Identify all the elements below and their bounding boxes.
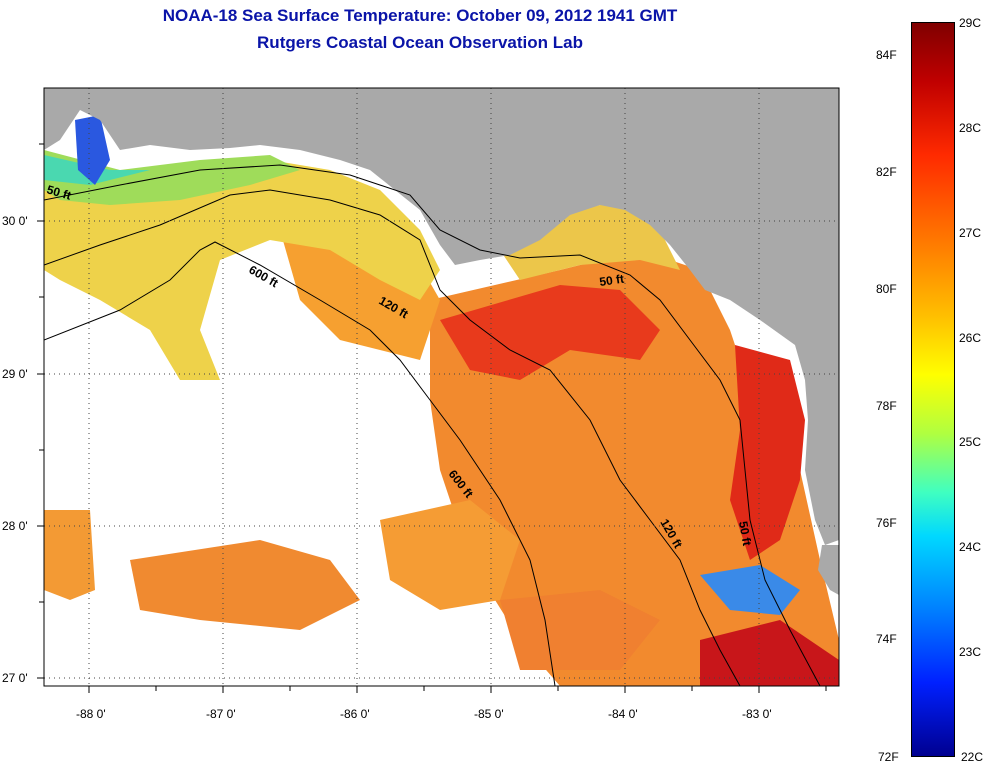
land-florida	[44, 88, 839, 545]
lat-label-30: 30 0'	[2, 214, 28, 228]
sst-map: 600 ft 600 ft 120 ft 120 ft 50 ft 50 ft …	[2, 87, 840, 721]
contour-label-50-b: 50 ft	[598, 272, 624, 289]
colorbar-c-24: 24C	[959, 540, 982, 554]
lat-label-27: 27 0'	[2, 671, 28, 685]
colorbar-f-82: 82F	[876, 165, 897, 179]
lon-label-83: -83 0'	[742, 707, 772, 721]
lon-label-84: -84 0'	[608, 707, 638, 721]
colorbar-c-26: 26C	[959, 331, 982, 345]
map-title: NOAA-18 Sea Surface Temperature: October…	[162, 6, 678, 25]
sst-warm-patch-mid2	[380, 500, 520, 610]
lon-label-87: -87 0'	[206, 707, 236, 721]
sst-warm-patch-sw	[130, 540, 360, 630]
contour-label-50-a: 50 ft	[45, 182, 73, 202]
sst-bigbend-band	[500, 200, 680, 280]
colorbar-c-25: 25C	[959, 435, 982, 449]
contour-120ft	[44, 189, 741, 686]
colorbar-f-84: 84F	[876, 48, 897, 62]
lat-label-29: 29 0'	[2, 367, 28, 381]
colorbar-f-78: 78F	[876, 399, 897, 413]
colorbar-c-23: 23C	[959, 645, 982, 659]
contour-50ft	[44, 164, 821, 686]
colorbar-f-74: 74F	[876, 632, 897, 646]
colorbar-f-80: 80F	[876, 282, 897, 296]
lon-label-86: -86 0'	[340, 707, 370, 721]
colorbar-c-28: 28C	[959, 121, 982, 135]
land-cape-sw	[818, 545, 839, 595]
map-subtitle: Rutgers Coastal Ocean Observation Lab	[257, 33, 583, 52]
sst-nearshore-band	[44, 150, 440, 380]
axis-ticks	[37, 143, 827, 693]
colorbar-c-27: 27C	[959, 226, 982, 240]
temperature-colorbar	[911, 22, 955, 757]
sst-warm-patch-w	[44, 510, 95, 600]
colorbar-c-29: 29C	[959, 16, 982, 30]
colorbar-c-22: 22C	[961, 750, 984, 764]
lon-label-88: -88 0'	[76, 707, 106, 721]
sst-cool-coast	[44, 150, 300, 205]
sst-warm-patch-s	[500, 590, 660, 670]
contour-label-50-c: 50 ft	[736, 520, 754, 547]
lon-label-85: -85 0'	[474, 707, 504, 721]
colorbar-f-76: 76F	[876, 516, 897, 530]
sst-cold-south	[700, 565, 800, 615]
colorbar-f-72: 72F	[878, 750, 899, 764]
sst-bay-cold	[75, 115, 110, 185]
lat-label-28: 28 0'	[2, 519, 28, 533]
sst-hot-south	[700, 620, 839, 686]
contour-600ft	[44, 241, 556, 686]
plot-frame	[43, 87, 840, 687]
sst-hot-region	[440, 285, 660, 380]
